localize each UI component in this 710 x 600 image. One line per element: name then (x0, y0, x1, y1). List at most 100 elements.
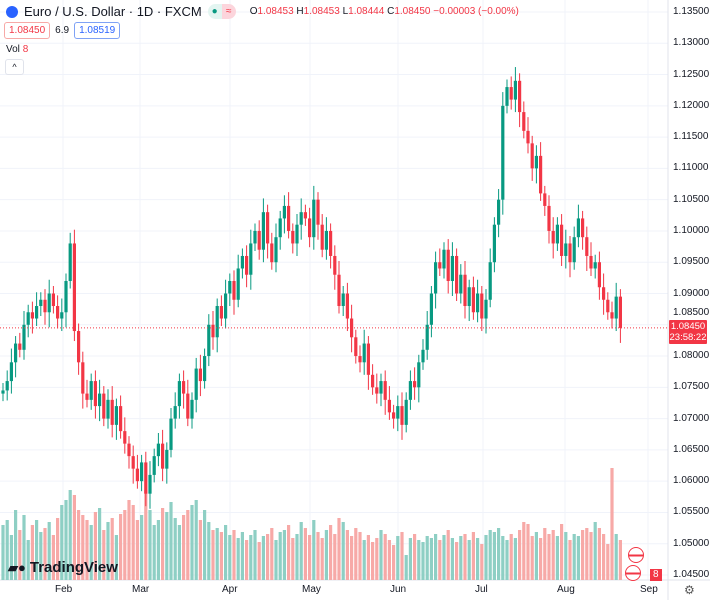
candle-body (329, 230, 333, 256)
candle-body (253, 230, 257, 244)
price-tick-label: 1.06500 (673, 443, 710, 455)
volume-bar (555, 536, 559, 580)
volume-bar (408, 538, 412, 580)
ohlc-values: O1.08453 H1.08453 L1.08444 C1.08450 −0.0… (249, 6, 519, 17)
price-tick-label: 1.13000 (673, 37, 710, 49)
candle-body (35, 306, 39, 319)
candle-body (618, 296, 622, 328)
volume-bar (404, 555, 408, 580)
price-tick-label: 1.05000 (673, 537, 710, 549)
volume-bar (371, 542, 375, 580)
time-tick-label: Feb (55, 584, 73, 595)
volume-bar (232, 530, 236, 580)
candle-body (89, 381, 93, 400)
candle-body (413, 381, 417, 388)
candle-body (148, 474, 152, 494)
volume-bar (312, 520, 316, 580)
candle-body (68, 243, 72, 281)
candle-body (543, 193, 547, 206)
candle-body (421, 349, 425, 363)
candle-body (203, 356, 207, 382)
candle-body (417, 362, 421, 388)
volume-bar (341, 522, 345, 580)
economic-event-flag-icon[interactable] (625, 565, 641, 581)
price-tick-label: 1.07000 (673, 412, 710, 424)
volume-bar (22, 515, 26, 580)
volume-bar (257, 542, 261, 580)
volume-bar (543, 528, 547, 580)
candle-body (530, 143, 534, 169)
sell-button[interactable]: 1.08450 (4, 22, 51, 39)
volume-bar (350, 536, 354, 580)
symbol-title[interactable]: Euro / U.S. Dollar · 1D · FXCM (24, 4, 202, 19)
volume-bar (442, 535, 446, 580)
volume-bar (60, 505, 64, 580)
volume-bar (14, 510, 18, 580)
candle-body (295, 224, 299, 244)
candle-body (404, 399, 408, 425)
price-tick-label: 1.09500 (673, 256, 710, 268)
volume-bar (77, 510, 81, 580)
volume-bar (606, 544, 610, 580)
candle-body (169, 418, 173, 450)
volume-bar (144, 490, 148, 580)
volume-bar (366, 535, 370, 580)
volume-bar (324, 530, 328, 580)
settings-gear-icon[interactable]: ⚙ (684, 583, 695, 597)
candle-body (568, 243, 572, 263)
candle-body (518, 80, 522, 113)
candle-body (345, 293, 349, 319)
candle-body (266, 212, 270, 244)
candle-body (131, 456, 135, 469)
price-tick-label: 1.08000 (673, 350, 710, 362)
volume-bar (429, 538, 433, 580)
volume-bar (396, 536, 400, 580)
spread: 6.9 (55, 25, 70, 36)
candle-body (93, 381, 97, 407)
volume-bar (450, 538, 454, 580)
candle-body (1, 390, 5, 394)
market-open-dot-icon: ● (207, 4, 222, 19)
volume-bar (207, 522, 211, 580)
candle-body (564, 243, 568, 256)
volume-bar (476, 538, 480, 580)
volume-bar (560, 524, 564, 580)
volume-bar (480, 544, 484, 580)
time-tick-label: Jun (390, 584, 407, 595)
candle-body (362, 343, 366, 363)
volume-bar (362, 540, 366, 580)
candle-body (383, 381, 387, 400)
candle-body (56, 306, 60, 319)
volume-bar (593, 522, 597, 580)
candle-body (379, 381, 383, 394)
volume-bar (119, 514, 123, 580)
volume-bar (585, 528, 589, 580)
candle-body (387, 399, 391, 413)
volume-bar (282, 530, 286, 580)
market-status[interactable]: ● ≈ (207, 4, 236, 19)
volume-bar (127, 500, 131, 580)
collapse-legend-button[interactable]: ^ (5, 59, 24, 75)
buy-button[interactable]: 1.08519 (74, 22, 121, 39)
volume-bar (85, 520, 89, 580)
volume-bar (194, 500, 198, 580)
volume-bar (413, 534, 417, 580)
candle-body (186, 393, 190, 419)
candle-body (589, 255, 593, 269)
candle-body (98, 393, 102, 407)
candle-body (207, 324, 211, 357)
candle-body (123, 431, 127, 444)
volume-badge: 8 (650, 569, 662, 581)
volume-bar (18, 530, 22, 580)
time-tick-label: Jul (475, 584, 488, 595)
volume-bar (270, 528, 274, 580)
volume-bar (93, 512, 97, 580)
candle-body (5, 381, 9, 391)
economic-event-flag-icon[interactable] (628, 547, 644, 563)
volume-bar (505, 540, 509, 580)
time-tick-label: Aug (557, 584, 575, 595)
volume-bar (333, 534, 337, 580)
candle-body (257, 230, 261, 250)
volume-bar (421, 542, 425, 580)
